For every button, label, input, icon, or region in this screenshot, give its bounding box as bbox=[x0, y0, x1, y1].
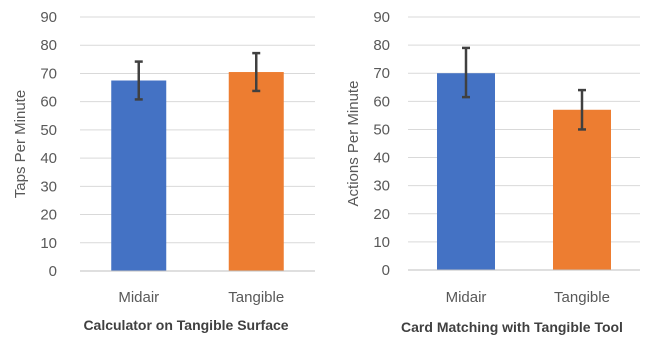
y-tick-label: 80 bbox=[40, 37, 57, 54]
chart-title: Card Matching with Tangible Tool bbox=[401, 319, 623, 335]
y-axis-title: Taps Per Minute bbox=[12, 90, 29, 198]
y-tick-label: 10 bbox=[373, 234, 390, 251]
y-tick-label: 30 bbox=[40, 178, 57, 195]
y-tick-label: 30 bbox=[373, 178, 390, 195]
bar bbox=[111, 80, 167, 271]
y-tick-label: 90 bbox=[40, 9, 57, 26]
y-tick-label: 70 bbox=[40, 65, 57, 82]
y-tick-label: 70 bbox=[373, 65, 390, 82]
y-tick-label: 50 bbox=[40, 122, 57, 139]
x-category-label: Midair bbox=[446, 289, 487, 306]
y-tick-label: 90 bbox=[373, 9, 390, 26]
y-tick-label: 60 bbox=[373, 93, 390, 110]
y-tick-label: 40 bbox=[40, 150, 57, 167]
bar bbox=[553, 109, 611, 271]
y-tick-label: 50 bbox=[373, 121, 390, 138]
x-category-label: Tangible bbox=[228, 289, 284, 306]
y-axis-title: Actions Per Minute bbox=[345, 81, 362, 207]
bar bbox=[228, 72, 284, 272]
y-tick-label: 80 bbox=[373, 37, 390, 54]
y-tick-label: 10 bbox=[40, 235, 57, 252]
y-tick-label: 20 bbox=[40, 207, 57, 224]
chart-title: Calculator on Tangible Surface bbox=[83, 317, 288, 333]
chart-left: 0 10 20 30 40 50 60 70 80 90 Midair Tangible Taps Pe… bbox=[12, 9, 315, 333]
y-tick-label: 20 bbox=[373, 206, 390, 223]
chart-right: 0 10 20 30 40 50 60 70 80 90 Midair Tangible Actions… bbox=[345, 9, 640, 335]
y-tick-label: 0 bbox=[382, 262, 390, 279]
y-tick-label: 0 bbox=[49, 263, 57, 280]
bar bbox=[437, 73, 495, 270]
y-tick-label: 40 bbox=[373, 150, 390, 167]
x-category-label: Midair bbox=[118, 289, 159, 306]
x-category-label: Tangible bbox=[554, 289, 610, 306]
y-tick-label: 60 bbox=[40, 94, 57, 111]
